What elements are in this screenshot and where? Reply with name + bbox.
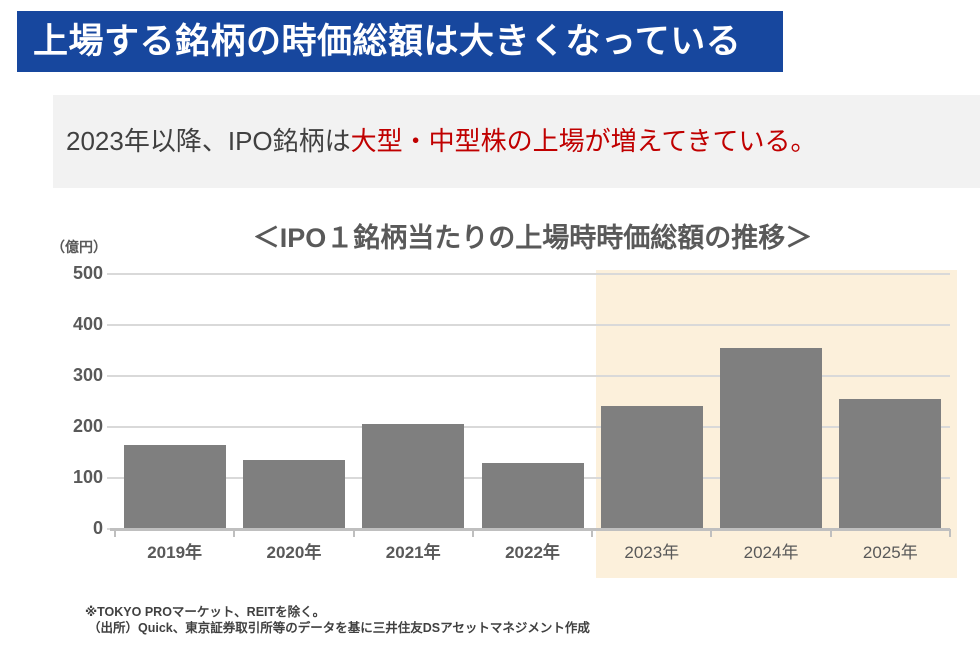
- lead-message: 2023年以降、IPO銘柄は大型・中型株の上場が増えてきている。: [66, 126, 817, 157]
- x-axis-tick: [591, 529, 594, 537]
- bar-2019年: [123, 444, 226, 529]
- bar-2023年: [600, 406, 703, 529]
- x-axis-tick: [114, 529, 116, 537]
- x-axis-tick: [710, 529, 713, 537]
- footnote-1: ※TOKYO PROマーケット、REITを除く。: [85, 605, 326, 619]
- y-axis-tick: [107, 374, 115, 377]
- gridline: [115, 374, 950, 377]
- y-axis-label: 100: [72, 466, 103, 487]
- lead-message-emphasis: 大型・中型株の上場が増えてきている。: [350, 125, 817, 156]
- y-axis-tick: [107, 323, 115, 326]
- x-axis-label: 2020年: [266, 543, 322, 562]
- x-axis-line: [110, 528, 950, 531]
- footnote-2: （出所）Quick、東京証券取引所等のデータを基に三井住友DSアセットマネジメン…: [88, 620, 590, 635]
- x-axis-label: 2022年: [505, 543, 560, 562]
- bar-2025年: [839, 398, 942, 529]
- gridline: [115, 425, 950, 428]
- bar-2021年: [362, 424, 465, 529]
- slide-title: 上場する銘柄の時価総額は大きくなっている: [33, 22, 742, 61]
- x-axis-tick: [949, 529, 951, 537]
- y-axis-label: 0: [92, 518, 103, 538]
- x-axis-tick: [471, 529, 474, 537]
- x-axis-tick: [352, 529, 355, 537]
- bar-2024年: [720, 347, 823, 529]
- x-axis-label: 2025年: [862, 543, 918, 562]
- y-axis-label: 400: [72, 313, 103, 334]
- gridline: [115, 272, 950, 275]
- y-axis-label: 300: [72, 364, 103, 385]
- y-axis-unit-label: （億円）: [51, 239, 107, 255]
- x-axis-label: 2023年: [624, 543, 680, 562]
- bar-2022年: [481, 462, 584, 529]
- x-axis-label: 2019年: [147, 543, 203, 562]
- x-axis-tick: [829, 529, 832, 537]
- y-axis-tick: [107, 476, 115, 479]
- y-axis-label: 500: [72, 262, 103, 283]
- x-axis-label: 2021年: [385, 543, 441, 562]
- footnotes: ※TOKYO PROマーケット、REITを除く。 （出所）Quick、東京証券取…: [85, 605, 590, 636]
- bar-2020年: [242, 460, 345, 529]
- y-axis-tick: [107, 425, 115, 428]
- gridline: [115, 323, 950, 326]
- chart-title: ＜IPO１銘柄当たりの上場時時価総額の推移＞: [252, 223, 813, 253]
- x-axis-label: 2024年: [743, 543, 799, 562]
- lead-message-normal: 2023年以降、IPO銘柄は: [66, 125, 351, 156]
- y-axis-label: 200: [72, 415, 103, 436]
- slide-title-banner: 上場する銘柄の時価総額は大きくなっている: [17, 11, 783, 72]
- y-axis-tick: [107, 272, 115, 275]
- lead-message-box: 2023年以降、IPO銘柄は大型・中型株の上場が増えてきている。: [53, 95, 980, 188]
- x-axis-tick: [233, 529, 236, 537]
